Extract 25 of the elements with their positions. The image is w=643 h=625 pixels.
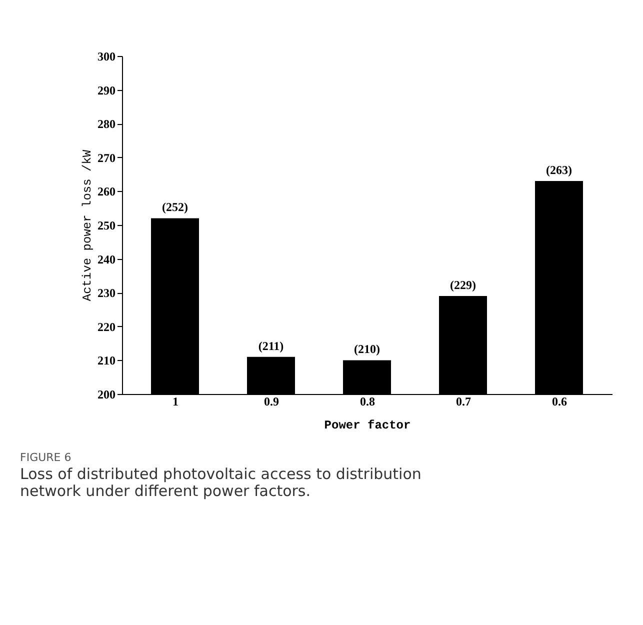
x-tick-label: 0.7 (456, 394, 471, 408)
x-tick-label: 0.6 (552, 394, 567, 408)
data-label: (210) (354, 342, 380, 356)
y-tick-label: 200 (98, 388, 116, 402)
y-axis-title: Active power loss /kW (80, 149, 94, 302)
x-tick-label: 0.9 (264, 394, 279, 408)
data-label: (263) (546, 163, 572, 178)
y-tick-label: 240 (98, 252, 116, 266)
x-axis-title: Power factor (324, 418, 411, 432)
data-label: (252) (162, 200, 188, 214)
y-tick-label: 230 (98, 286, 116, 300)
y-tick-label: 210 (98, 354, 116, 368)
y-tick-label: 250 (98, 218, 116, 232)
data-label: (211) (258, 338, 284, 353)
x-tick-label: 0.8 (360, 394, 375, 408)
y-tick-label: 290 (98, 83, 116, 98)
caption: FIGURE 6 (20, 451, 72, 464)
y-tick-label: 260 (98, 184, 116, 199)
text: Loss of distributed photovoltaic access to distribution network under different power factors. (20, 465, 422, 500)
y-tick-label: 270 (98, 150, 116, 165)
y-tick-label: 280 (98, 117, 116, 132)
data-label: (229) (450, 278, 476, 292)
x-tick-label: 1 (172, 394, 178, 408)
y-tick-label: 300 (98, 50, 116, 64)
y-tick-label: 220 (98, 320, 116, 334)
